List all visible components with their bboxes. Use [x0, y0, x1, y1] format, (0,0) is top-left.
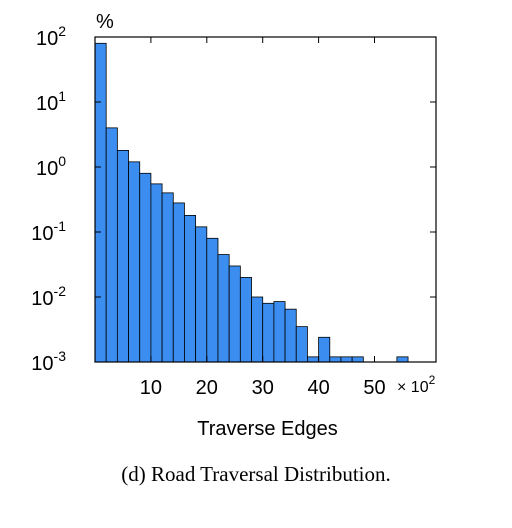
- x-tick-label-2: 30: [252, 377, 274, 399]
- x-multiplier-label: × 102: [397, 373, 436, 396]
- histogram-bar-23: [351, 356, 364, 363]
- x-tick-label-1: 20: [196, 377, 218, 399]
- histogram-bar-18: [295, 326, 308, 363]
- x-tick-label-4: 50: [363, 377, 385, 399]
- histogram-bar-6: [161, 192, 174, 363]
- histogram-bar-19: [307, 356, 320, 363]
- x-axis-label: Traverse Edges: [197, 418, 337, 440]
- histogram-bar-9: [195, 226, 208, 363]
- histogram-bar-1: [105, 127, 118, 363]
- histogram-bar-10: [206, 237, 219, 363]
- histogram-bar-14: [251, 296, 264, 363]
- y-tick-label-5: 10-3: [31, 348, 66, 375]
- y-tick-label-2: 100: [36, 153, 66, 180]
- histogram-bar-7: [172, 202, 185, 363]
- histogram-bar-5: [150, 183, 163, 363]
- histogram-bar-24: [396, 356, 409, 363]
- plot-frame: [94, 36, 437, 363]
- bars-group: [94, 42, 409, 363]
- figure-caption: (d) Road Traversal Distribution.: [121, 462, 391, 486]
- histogram-bar-22: [340, 356, 353, 363]
- histogram-bar-15: [262, 302, 275, 363]
- y-tick-label-4: 10-2: [31, 283, 66, 310]
- histogram-bar-4: [139, 172, 152, 363]
- histogram-bar-8: [184, 215, 197, 363]
- histogram-bar-21: [329, 356, 342, 363]
- x-tick-label-0: 10: [140, 377, 162, 399]
- labels-group: % Traverse Edges × 102: [96, 11, 436, 440]
- histogram-bar-13: [239, 277, 252, 363]
- histogram-bar-3: [128, 161, 141, 363]
- y-tick-label-0: 102: [36, 23, 66, 50]
- histogram-bar-12: [228, 265, 241, 363]
- histogram-bar-20: [318, 336, 331, 363]
- y-unit-label: %: [96, 11, 114, 33]
- histogram-chart: 102 101 100 10-1 10-2 10-3 10 20 30 40 50 % Traver…: [31, 11, 437, 440]
- histogram-bar-2: [116, 150, 129, 363]
- histogram-bar-0: [94, 42, 107, 363]
- y-tick-label-1: 101: [36, 88, 66, 115]
- histogram-bar-11: [217, 254, 230, 363]
- histogram-bar-17: [284, 308, 297, 363]
- y-tick-label-3: 10-1: [31, 218, 66, 245]
- histogram-bar-16: [273, 301, 286, 363]
- x-tick-label-3: 40: [307, 377, 329, 399]
